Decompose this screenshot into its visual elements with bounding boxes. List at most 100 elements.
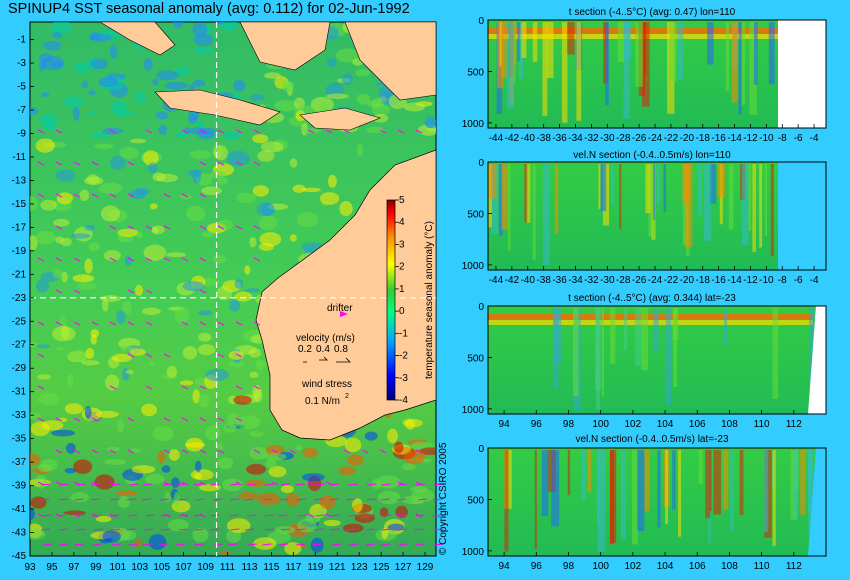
section-xtick-label: -32	[584, 133, 599, 144]
section-xtick-label: -36	[552, 133, 567, 144]
velocity-scale-0: 0.2	[298, 344, 312, 355]
section-xtick-label: 112	[786, 419, 802, 430]
map-ytick-label: -27	[12, 340, 27, 351]
section-xtick-label: 96	[531, 419, 543, 430]
section-xtick-label: -28	[616, 133, 631, 144]
colorbar-tick-label: 4	[399, 217, 405, 228]
section-xtick-label: 100	[592, 561, 609, 572]
map-ytick-label: -43	[12, 528, 27, 539]
map-xtick-label: 125	[373, 562, 390, 573]
t-section-lat-title: t section (-4..5°C) (avg: 0.344) lat=-23	[568, 293, 736, 304]
section-xtick-label: 98	[563, 561, 575, 572]
vel-section-lat-23: vel.N section (-0.4..0.5m/s) lat=-23 94 9…	[462, 434, 827, 572]
map-xtick-label: 117	[285, 562, 301, 573]
vel-section-lat-ticks: 94 96 98 100 102 104 106 108 110 112 0 500 1000	[462, 444, 802, 572]
colorbar-tick-label: 1	[399, 284, 405, 295]
sst-anomaly-map: 93 95 97 99 101 103 105 107 109 111 113 115 117 119 12…	[12, 21, 444, 573]
section-xtick-label: -24	[648, 133, 663, 144]
section-xtick-label: 94	[499, 561, 511, 572]
section-xtick-label: -20	[680, 133, 695, 144]
section-ytick-label: 1000	[462, 547, 485, 558]
velocity-arrows-icon	[303, 356, 351, 363]
section-xtick-label: 108	[721, 419, 738, 430]
map-xtick-label: 99	[90, 562, 102, 573]
section-ytick-label: 0	[478, 302, 484, 313]
t-section-lon-ticks: -44 -42 -40 -38 -36 -34 -32 -30 -28 -26 -24 -22 -20-…	[462, 16, 819, 144]
drifter-icon	[340, 311, 348, 317]
section-ytick-label: 0	[478, 16, 484, 27]
vel-section-lon-ticks: -44 -42 -40 -38 -36 -34 -32 -30 -28 -26 -24 -22 -20-…	[462, 158, 819, 286]
map-xtick-label: 101	[109, 562, 126, 573]
map-ytick-label: -23	[12, 293, 27, 304]
map-ytick-label: -21	[12, 269, 27, 280]
velocity-title: velocity (m/s)	[296, 333, 355, 344]
section-xtick-label: -42	[505, 133, 520, 144]
section-xtick-label: 100	[592, 419, 609, 430]
t-section-lon-land	[778, 20, 826, 128]
vel-section-lon-land	[778, 162, 826, 270]
section-xtick-label: -44	[489, 133, 504, 144]
section-xtick-label: 108	[721, 561, 738, 572]
section-xtick-label: -34	[568, 133, 583, 144]
section-xtick-label: 104	[657, 561, 674, 572]
section-xtick-label: -14	[727, 133, 742, 144]
section-xtick-label: 106	[689, 561, 706, 572]
map-ytick-label: -37	[12, 457, 27, 468]
section-xtick-label: -36	[552, 275, 567, 286]
vel-section-lat-title: vel.N section (-0.4..0.5m/s) lat=-23	[575, 434, 729, 445]
colorbar-gradient	[386, 199, 396, 401]
map-ytick-label: -45	[12, 551, 27, 562]
main-title: SPINUP4 SST seasonal anomaly (avg: 0.112…	[8, 1, 410, 17]
map-ytick-label: -7	[17, 105, 26, 116]
wind-stress-vectors	[37, 129, 444, 546]
map-ytick-label: -3	[17, 58, 26, 69]
section-xtick-label: -22	[664, 275, 679, 286]
colorbar-tick-label: 3	[399, 239, 405, 250]
map-legend: drifter velocity (m/s) 0.2 0.4 0.8 wind …	[296, 303, 355, 407]
section-xtick-label: -40	[521, 133, 536, 144]
map-xtick-label: 103	[131, 562, 148, 573]
section-ytick-label: 0	[478, 158, 484, 169]
map-xtick-label: 107	[175, 562, 192, 573]
map-xtick-label: 109	[197, 562, 214, 573]
velocity-scale-2: 0.8	[334, 344, 348, 355]
section-xtick-label: -6	[794, 133, 803, 144]
section-xtick-label: 104	[657, 419, 674, 430]
section-xtick-label: -18	[696, 275, 711, 286]
map-ytick-label: -9	[17, 128, 26, 139]
section-xtick-label: 106	[689, 419, 706, 430]
section-xtick-label: -8	[778, 133, 787, 144]
map-ytick-label: -29	[12, 363, 27, 374]
map-xtick-label: 129	[417, 562, 434, 573]
section-xtick-label: -20	[680, 275, 695, 286]
colorbar-tick-label: 2	[399, 262, 405, 273]
section-xtick-label: -4	[810, 275, 819, 286]
map-xtick-label: 113	[241, 562, 257, 573]
map-ytick-label: -39	[12, 481, 27, 492]
vel-section-lat-land	[808, 448, 826, 556]
section-ytick-label: 1000	[462, 405, 485, 416]
copyright-notice: © Copyright CSIRO 2005	[438, 442, 449, 555]
section-xtick-label: -12	[743, 275, 758, 286]
section-xtick-label: 112	[786, 561, 802, 572]
section-xtick-label: -16	[711, 275, 726, 286]
section-ytick-label: 0	[478, 444, 484, 455]
section-xtick-label: -30	[600, 275, 615, 286]
section-xtick-label: -16	[711, 133, 726, 144]
t-section-lat-ticks: 94 96 98 100 102 104 106 108 110 112 0 500 1000	[462, 302, 802, 430]
t-section-lon110: t section (-4..5°C) (avg: 0.47) lon=110 …	[462, 7, 827, 144]
section-xtick-label: -28	[616, 275, 631, 286]
section-ytick-label: 1000	[462, 119, 485, 130]
map-ytick-label: -11	[12, 152, 26, 163]
map-xtick-label: 95	[46, 562, 58, 573]
map-xtick-label: 127	[395, 562, 412, 573]
section-xtick-label: -26	[632, 133, 647, 144]
section-xtick-label: -32	[584, 275, 599, 286]
map-xtick-label: 93	[24, 562, 36, 573]
colorbar-ticks: 5 4 3 2 1 0 -1 -2 -3 -4	[395, 195, 408, 406]
wind-stress-scale: 0.1 N/m	[305, 396, 340, 407]
map-ytick-label: -17	[12, 222, 27, 233]
colorbar-tick-label: 0	[399, 306, 405, 317]
section-xtick-label: -10	[759, 133, 774, 144]
colorbar-tick-label: -4	[399, 395, 408, 406]
